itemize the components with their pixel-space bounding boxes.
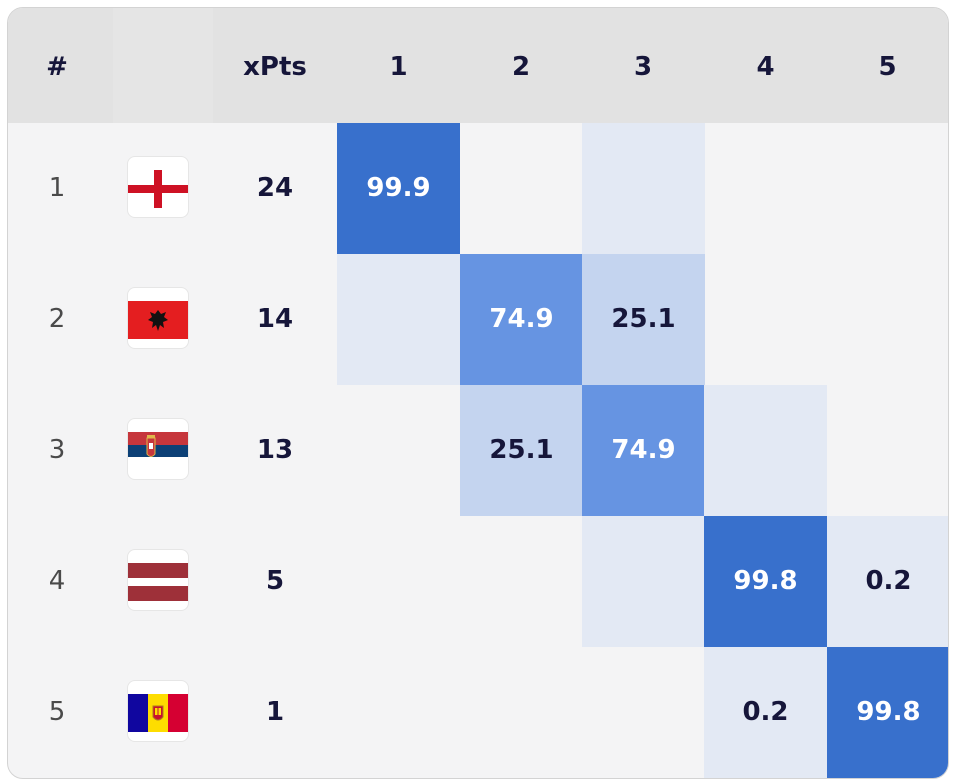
xpts-cell: 13 xyxy=(256,435,294,465)
probability-cell xyxy=(827,123,948,254)
xpts-cell: 14 xyxy=(256,304,294,334)
probability-cell: 99.8 xyxy=(704,516,827,647)
xpts-cell: 1 xyxy=(265,697,285,727)
andorra-flag-icon xyxy=(127,680,189,742)
position-1-header[interactable]: 1 xyxy=(389,52,408,82)
table-row[interactable]: 3 13 25.1 74.9 xyxy=(8,385,948,516)
probability-cell: 0.2 xyxy=(827,516,948,647)
probability-cell xyxy=(582,123,705,254)
xpts-column-header[interactable]: xPts xyxy=(243,52,307,82)
table-row[interactable]: 5 1 0.2 99.8 xyxy=(8,647,948,778)
table-row[interactable]: 4 5 99.8 0.2 xyxy=(8,516,948,647)
position-5-header[interactable]: 5 xyxy=(878,52,897,82)
probability-cell xyxy=(582,516,705,647)
probability-cell xyxy=(704,385,827,516)
table-row[interactable]: 1 24 99.9 xyxy=(8,123,948,254)
probability-cell xyxy=(337,385,460,516)
position-2-header[interactable]: 2 xyxy=(511,52,531,82)
table-header: # xPts 1 2 3 4 5 xyxy=(8,8,948,123)
probability-cell xyxy=(827,385,948,516)
probability-cell xyxy=(704,123,827,254)
probability-cell: 74.9 xyxy=(460,254,583,385)
probability-cell: 0.2 xyxy=(704,647,827,778)
rank-cell: 2 xyxy=(48,304,66,334)
probability-cell: 74.9 xyxy=(582,385,705,516)
rank-cell: 5 xyxy=(48,697,66,727)
latvia-flag-icon xyxy=(127,549,189,611)
england-flag-icon xyxy=(127,156,189,218)
probability-cell xyxy=(337,254,460,385)
probability-cell xyxy=(460,123,583,254)
probability-cell xyxy=(460,647,583,778)
probability-cell: 99.9 xyxy=(337,123,460,254)
probability-cell xyxy=(337,647,460,778)
albania-flag-icon xyxy=(127,287,189,349)
probability-cell xyxy=(460,516,583,647)
probability-cell xyxy=(582,647,705,778)
position-3-header[interactable]: 3 xyxy=(633,52,653,82)
xpts-cell: 5 xyxy=(265,566,285,596)
rank-cell: 3 xyxy=(48,435,66,465)
probability-cell: 25.1 xyxy=(460,385,583,516)
serbia-flag-icon xyxy=(127,418,189,480)
table-row[interactable]: 2 14 74.9 25.1 xyxy=(8,254,948,385)
rank-cell: 4 xyxy=(48,566,66,596)
rank-column-header[interactable]: # xyxy=(46,52,68,82)
flag-column-header xyxy=(113,8,213,123)
position-4-header[interactable]: 4 xyxy=(756,52,775,82)
rank-cell: 1 xyxy=(48,173,66,203)
probability-cell xyxy=(337,516,460,647)
probability-cell xyxy=(704,254,827,385)
standings-probability-table: # xPts 1 2 3 4 5 1 24 99.9 2 xyxy=(7,7,949,779)
probability-cell: 99.8 xyxy=(827,647,948,778)
xpts-cell: 24 xyxy=(256,173,294,203)
probability-cell: 25.1 xyxy=(582,254,705,385)
probability-cell xyxy=(827,254,948,385)
